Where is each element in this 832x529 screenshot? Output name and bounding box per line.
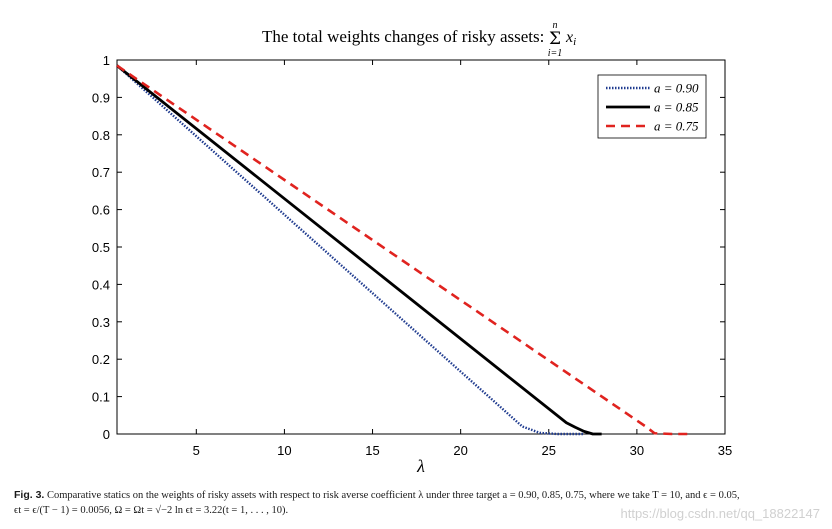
y-tick-label: 0.7 <box>92 165 110 180</box>
sum-upper-limit: n <box>553 20 558 31</box>
figure-caption: Fig. 3. Comparative statics on the weigh… <box>14 488 824 518</box>
sum-lower-limit: i=1 <box>548 48 563 59</box>
y-tick-label: 0.4 <box>92 277 110 292</box>
caption-text-1: Comparative statics on the weights of ri… <box>46 490 740 501</box>
x-axis-label: λ <box>416 456 425 476</box>
x-tick-labels: 5 10 15 20 25 30 35 <box>193 443 733 458</box>
chart-title: The total weights changes of risky asset… <box>262 20 576 59</box>
x-tick-label: 30 <box>630 443 644 458</box>
sum-symbol: Σ <box>549 29 561 49</box>
axis-ticks <box>117 59 726 435</box>
x-tick-label: 25 <box>542 443 556 458</box>
x-tick-label: 35 <box>718 443 732 458</box>
legend-label-2: a = 0.85 <box>654 100 699 115</box>
caption-line-1: Fig. 3. Comparative statics on the weigh… <box>14 488 824 503</box>
series-line-1 <box>116 64 585 436</box>
y-tick-label: 0.6 <box>92 203 110 218</box>
x-tick-label: 20 <box>453 443 467 458</box>
series-lines <box>116 64 690 436</box>
legend-label-1: a = 0.90 <box>654 81 699 96</box>
y-tick-labels: 0 0.1 0.2 0.3 0.4 0.5 0.6 0.7 0.8 0.9 1 <box>92 53 110 442</box>
watermark: https://blog.csdn.net/qq_18822147 <box>620 506 821 521</box>
y-tick-label: 0 <box>103 427 110 442</box>
series-line-3 <box>116 64 690 436</box>
x-tick-label: 5 <box>193 443 200 458</box>
y-tick-label: 0.5 <box>92 240 110 255</box>
legend: a = 0.90 a = 0.85 a = 0.75 <box>597 74 707 139</box>
y-tick-label: 0.9 <box>92 90 110 105</box>
y-tick-label: 0.1 <box>92 390 110 405</box>
x-tick-label: 15 <box>365 443 379 458</box>
figure-number: Fig. 3. <box>14 489 45 501</box>
x-tick-label: 10 <box>277 443 291 458</box>
y-tick-label: 0.2 <box>92 352 110 367</box>
legend-label-3: a = 0.75 <box>654 119 699 134</box>
summand: xi <box>565 29 576 48</box>
chart-title-text: The total weights changes of risky asset… <box>262 27 544 46</box>
y-tick-label: 1 <box>103 53 110 68</box>
y-tick-label: 0.8 <box>92 128 110 143</box>
y-tick-label: 0.3 <box>92 315 110 330</box>
caption-line-2: ϵt = ϵ/(T − 1) = 0.0056, Ω = Ωt = √−2 ln… <box>14 505 289 516</box>
series-line-2 <box>116 64 602 436</box>
